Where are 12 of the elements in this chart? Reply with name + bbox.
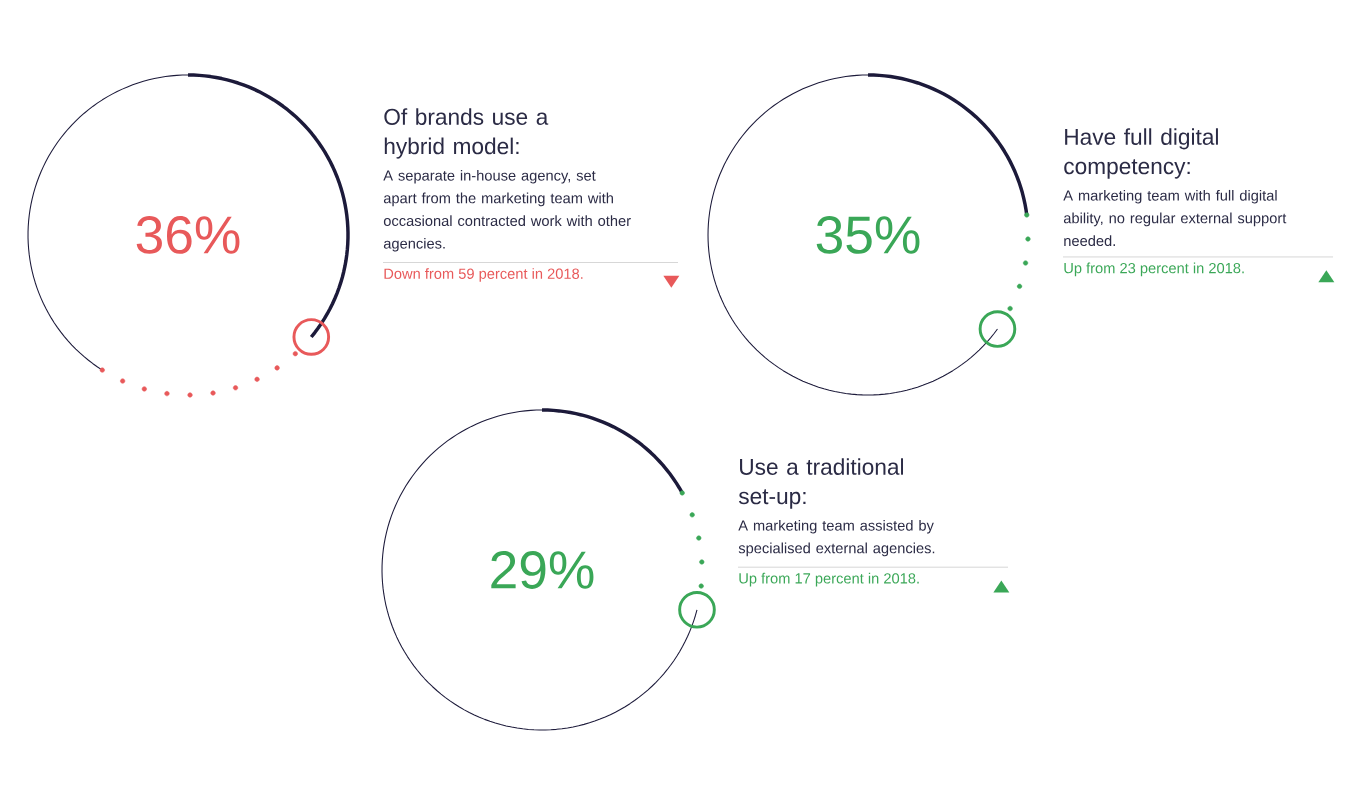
data-label: 35% <box>816 216 920 254</box>
data-label: 29% <box>491 551 594 589</box>
text: Have full digital competency: <box>1064 128 1218 179</box>
text: Use a traditional set-up: <box>738 458 904 509</box>
text: A marketing team assisted by specialised external agencies. <box>738 519 935 557</box>
text: A marketing team with full digital ability, no regular external support needed. <box>1063 189 1287 247</box>
text: Of brands use a hybrid model: <box>384 108 549 159</box>
data-label: Up from 17 percent in 2018. <box>739 572 919 587</box>
text: A separate in-house agency, set apart from the marketing team with occasional contracted work with other agencies. <box>383 169 631 252</box>
data-label: Up from 23 percent in 2018. <box>1064 262 1244 277</box>
data-label: Down from 59 percent in 2018. <box>384 268 583 282</box>
data-label: 36% <box>136 216 240 254</box>
